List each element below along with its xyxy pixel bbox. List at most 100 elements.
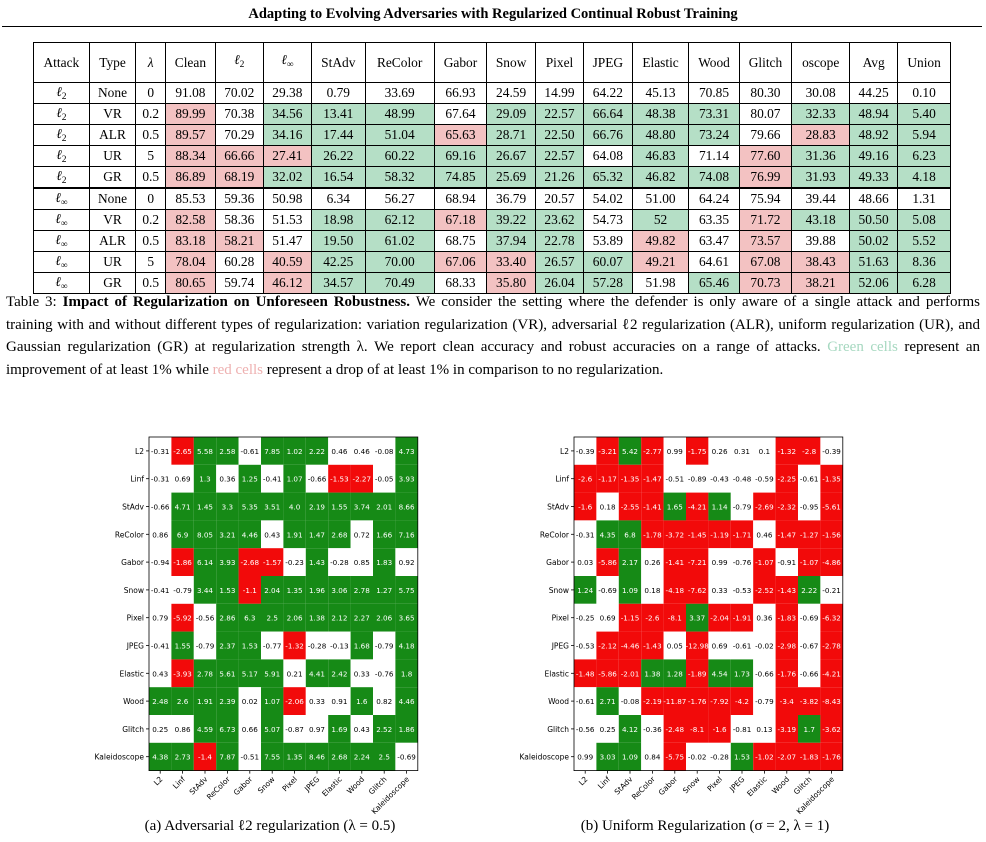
value-cell: 91.08 (165, 82, 216, 104)
value-cell: 70.49 (364, 272, 435, 294)
heatmap-cell (663, 464, 686, 493)
y-tick-label: StAdv (547, 503, 569, 512)
heatmap-cell (328, 742, 351, 771)
heatmap-value-label: -2.01 (621, 669, 640, 678)
heatmap-value-label: -0.95 (800, 503, 819, 512)
caption-green-text: Green cells (827, 339, 898, 356)
heatmap-value-label: -0.77 (263, 642, 282, 651)
heatmap-value-label: 1.91 (287, 530, 303, 539)
heatmap-cell (708, 492, 731, 521)
heatmap-value-label: 0.86 (152, 530, 168, 539)
heatmap-cell (708, 659, 731, 688)
value-cell: 36.79 (486, 187, 536, 210)
value-cell: 31.36 (791, 145, 851, 167)
heatmap-value-label: 1.25 (242, 475, 258, 484)
value-cell: 6.23 (897, 145, 951, 167)
heatmap-cell (820, 492, 843, 521)
heatmap-value-label: -1.35 (822, 475, 841, 484)
y-tick-label: StAdv (122, 503, 144, 512)
heatmap-cell (708, 548, 731, 576)
heatmap-value-label: 1.35 (287, 753, 303, 762)
value-cell: 67.18 (433, 209, 488, 231)
heatmap-cell (618, 631, 642, 660)
heatmap-value-label: 4.41 (309, 669, 325, 678)
heatmap-value-label: -0.79 (173, 586, 192, 595)
x-tick-label: Elastic (320, 775, 344, 799)
heatmap-value-label: 2.37 (219, 642, 235, 651)
heatmap-cell (708, 576, 731, 604)
value-cell: 49.82 (631, 230, 690, 252)
value-cell: 0.10 (897, 82, 951, 104)
heatmap-value-label: -1.43 (777, 586, 796, 595)
heatmap-cell (261, 492, 284, 521)
heatmap-cell (574, 631, 597, 660)
heatmap-value-label: 0.43 (354, 725, 370, 734)
heatmap-value-label: -2.25 (777, 475, 796, 484)
heatmap-value-label: -2.06 (285, 697, 304, 706)
reg-type-cell: VR (88, 103, 137, 125)
table-header-cell: Attack (33, 42, 90, 83)
heatmap-value-label: 2.86 (219, 614, 235, 623)
heatmap-value-label: 2.5 (266, 614, 277, 623)
lambda-cell: 0.2 (135, 209, 167, 231)
heatmap-cell (395, 715, 418, 743)
heatmap-cell (663, 437, 686, 465)
heatmap-cell (305, 687, 329, 715)
heatmap-value-label: -1.32 (285, 642, 304, 651)
table-header-cell: Pixel (534, 42, 585, 83)
value-cell: 18.98 (310, 209, 366, 231)
heatmap-cell (283, 687, 306, 715)
heatmap-value-label: 4.73 (399, 447, 415, 456)
y-tick-label: Wood (123, 697, 144, 706)
heatmap-value-label: 1.3 (199, 475, 210, 484)
heatmap-cell (596, 659, 619, 688)
heatmap-value-label: 1.66 (376, 530, 392, 539)
heatmap-cell (618, 548, 642, 576)
heatmap-value-label: 0.03 (577, 558, 593, 567)
heatmap-value-label: -2.77 (643, 447, 662, 456)
heatmap-cell (193, 659, 217, 688)
reg-type-cell: ALR (88, 124, 137, 146)
value-cell: 29.09 (486, 103, 536, 125)
value-cell: 14.99 (534, 82, 585, 104)
heatmap-cell (261, 464, 284, 493)
value-cell: 59.74 (214, 272, 264, 294)
heatmap-cell (238, 464, 261, 493)
heatmap-cell (618, 492, 642, 521)
attack-cell: ℓ2 (33, 103, 90, 125)
heatmap-cell (798, 520, 821, 549)
x-tick-label: Linf (171, 774, 187, 790)
value-cell: 68.33 (433, 272, 488, 294)
caption-bold-title: Impact of Regularization on Unforeseen R… (62, 294, 411, 310)
heatmap-value-label: 1.45 (197, 503, 213, 512)
value-cell: 17.44 (310, 124, 366, 146)
heatmap-value-label: -6.32 (822, 614, 841, 623)
heatmap-cell (373, 520, 396, 549)
value-cell: 64.08 (583, 145, 633, 167)
value-cell: 32.33 (791, 103, 851, 125)
heatmap-value-label: -8.43 (822, 697, 841, 706)
heatmap-cell (305, 437, 329, 465)
value-cell: 70.73 (738, 272, 793, 294)
heatmap-cell (596, 687, 619, 715)
heatmap-cell (305, 742, 329, 771)
heatmap-value-label: -8.1 (690, 725, 704, 734)
heatmap-cell (171, 631, 194, 660)
value-cell: 65.46 (688, 272, 740, 294)
value-cell: 51.98 (631, 272, 690, 294)
heatmap-value-label: 2.22 (801, 586, 817, 595)
heatmap-value-label: 0.99 (712, 558, 728, 567)
heatmap-cell (193, 687, 217, 715)
heatmap-value-label: -0.21 (822, 586, 841, 595)
heatmap-value-label: 0.46 (331, 447, 347, 456)
value-cell: 8.36 (897, 251, 951, 273)
heatmap-cell (350, 437, 373, 465)
heatmap-value-label: 5.42 (622, 447, 638, 456)
value-cell: 23.62 (534, 209, 585, 231)
heatmap-cell (328, 603, 351, 632)
value-cell: 39.22 (486, 209, 536, 231)
value-cell: 48.66 (849, 187, 899, 210)
value-cell: 44.25 (849, 82, 899, 104)
heatmap-value-label: 4.0 (289, 503, 301, 512)
heatmap-cell (730, 520, 754, 549)
